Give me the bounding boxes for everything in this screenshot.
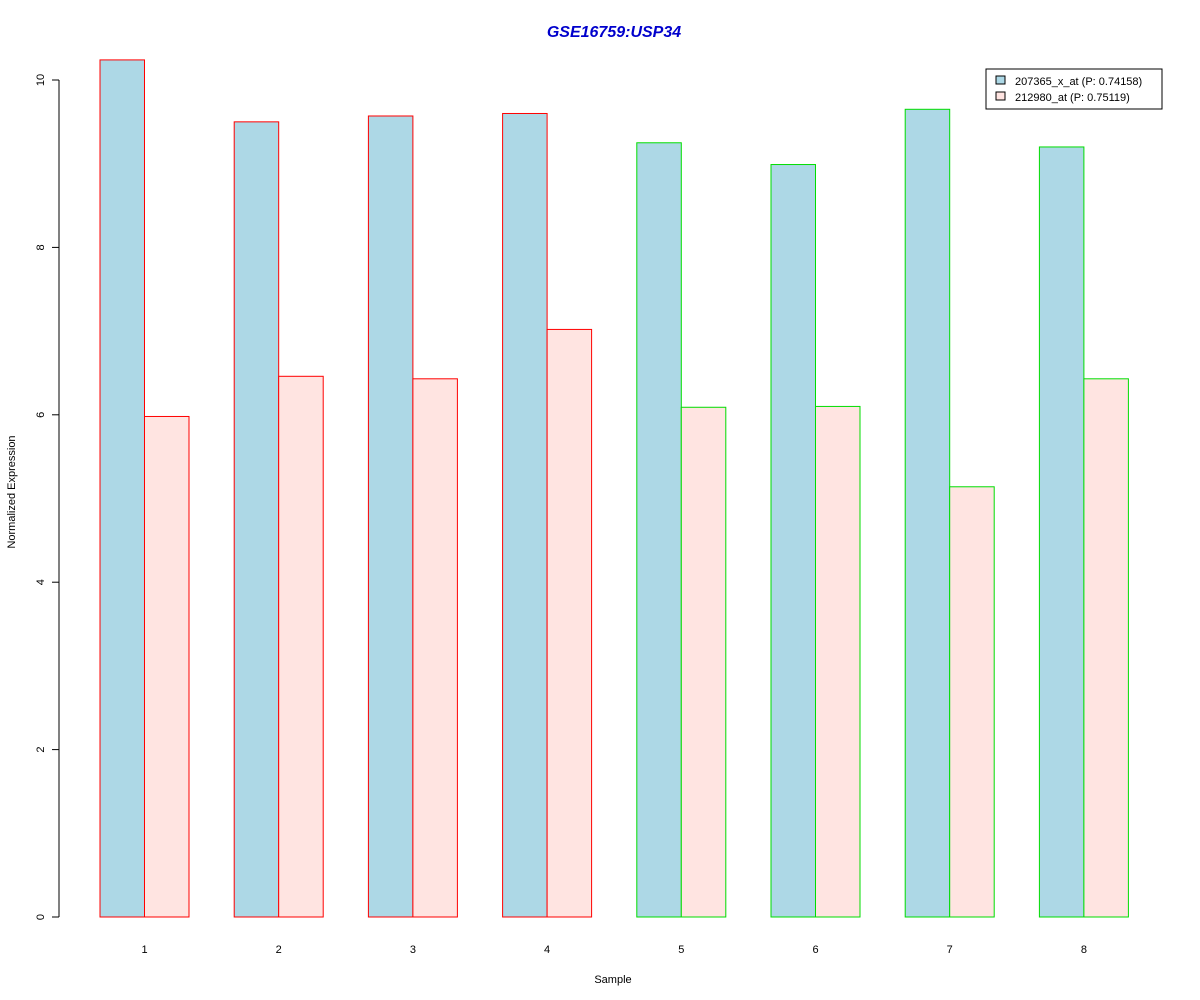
x-tick-label: 2 bbox=[276, 944, 282, 956]
y-axis-label: Normalized Expression bbox=[6, 435, 18, 548]
y-tick-label: 10 bbox=[35, 74, 47, 86]
bar-sample-5-series-2 bbox=[680, 406, 727, 918]
legend: 207365_x_at (P: 0.74158) 212980_at (P: 0… bbox=[985, 68, 1163, 110]
bar-sample-2-series-2 bbox=[278, 375, 324, 918]
x-tick-label: 3 bbox=[410, 944, 416, 956]
bar-sample-1-series-2 bbox=[144, 415, 190, 918]
x-axis-label: Sample bbox=[594, 974, 631, 986]
bar-sample-4-series-2 bbox=[546, 328, 593, 918]
legend-swatch-series-2 bbox=[995, 91, 1006, 101]
bar-sample-8-series-2 bbox=[1083, 378, 1129, 918]
bar-sample-7-series-1 bbox=[904, 108, 951, 918]
y-tick-label: 8 bbox=[35, 244, 47, 250]
x-tick-label: 6 bbox=[812, 944, 818, 956]
legend-label-series-1: 207365_x_at (P: 0.74158) bbox=[1015, 76, 1142, 88]
bar-sample-6-series-1 bbox=[770, 164, 816, 918]
x-tick-label: 4 bbox=[544, 944, 550, 956]
bars-group bbox=[99, 59, 1129, 918]
bar-sample-1-series-1 bbox=[99, 59, 145, 918]
chart-title: GSE16759:USP34 bbox=[547, 24, 681, 41]
y-tick-label: 4 bbox=[35, 579, 47, 585]
bar-sample-8-series-1 bbox=[1038, 146, 1085, 918]
x-axis: 1 2 3 4 5 6 7 8 bbox=[141, 944, 1087, 956]
bar-sample-5-series-1 bbox=[636, 142, 682, 918]
y-tick-label: 0 bbox=[35, 914, 47, 920]
bar-sample-6-series-2 bbox=[815, 405, 861, 918]
bar-sample-3-series-1 bbox=[367, 115, 414, 918]
x-tick-label: 7 bbox=[947, 944, 953, 956]
y-tick-label: 6 bbox=[35, 412, 47, 418]
legend-label-series-2: 212980_at (P: 0.75119) bbox=[1015, 92, 1130, 104]
y-axis: 0 2 4 6 8 10 bbox=[35, 74, 60, 920]
y-tick-label: 2 bbox=[35, 747, 47, 753]
x-tick-label: 8 bbox=[1081, 944, 1087, 956]
x-tick-label: 5 bbox=[678, 944, 684, 956]
legend-swatch-series-1 bbox=[995, 75, 1006, 85]
bar-sample-4-series-1 bbox=[502, 112, 548, 918]
legend-box bbox=[985, 68, 1163, 110]
bar-sample-7-series-2 bbox=[949, 486, 995, 918]
bar-sample-2-series-1 bbox=[233, 121, 280, 918]
x-tick-label: 1 bbox=[141, 944, 147, 956]
bar-sample-3-series-2 bbox=[412, 378, 458, 918]
